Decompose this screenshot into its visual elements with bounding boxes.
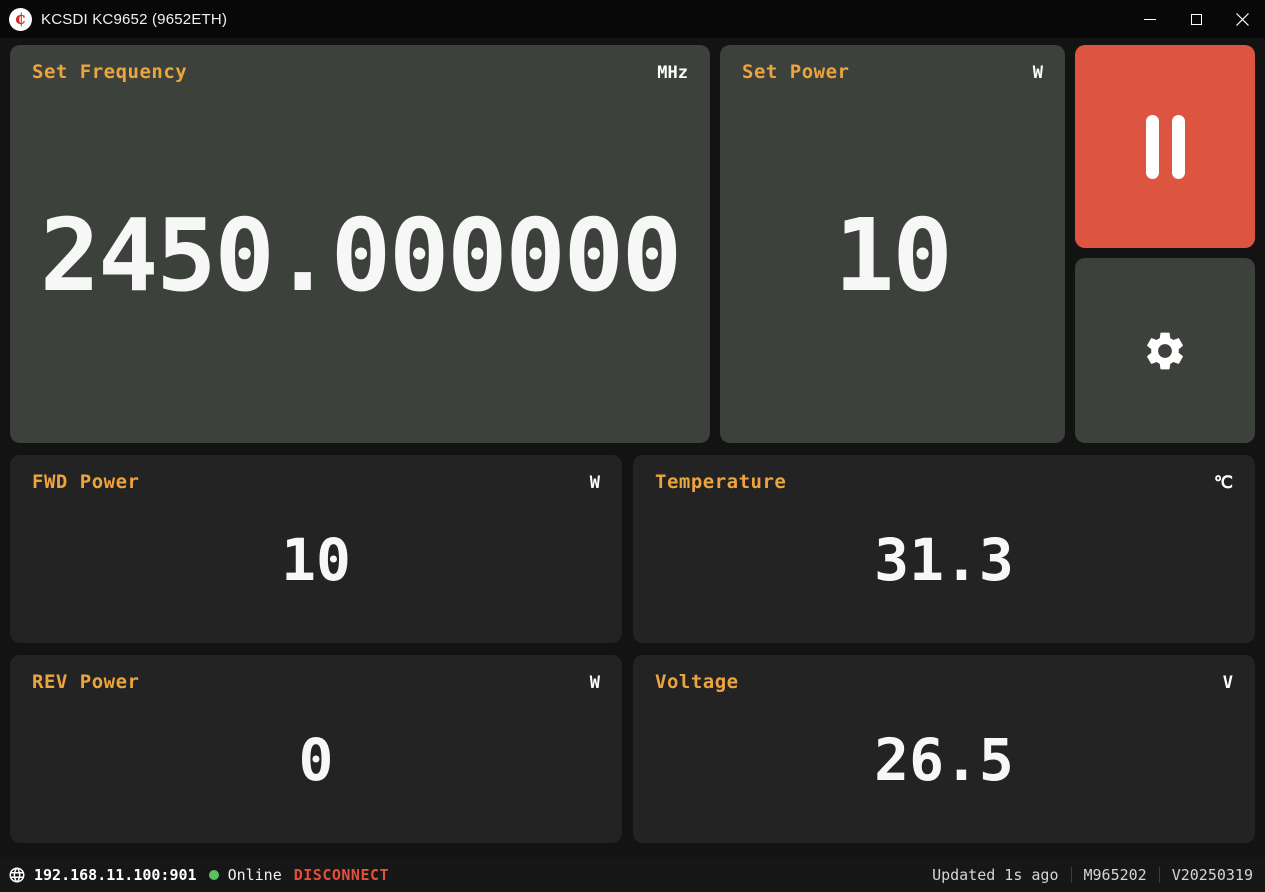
gear-icon (1142, 328, 1188, 374)
set-power-value: 10 (834, 196, 952, 314)
voltage-card: Voltage V 26.5 (633, 655, 1255, 843)
voltage-value: 26.5 (874, 726, 1014, 794)
minimize-button[interactable] (1127, 0, 1173, 38)
temperature-title: Temperature (655, 471, 787, 493)
device-address: 192.168.11.100:901 (34, 865, 197, 884)
fwd-power-title: FWD Power (32, 471, 140, 493)
set-power-unit: W (1032, 63, 1043, 83)
set-frequency-value: 2450.000000 (39, 196, 682, 314)
dashboard: Set Frequency MHz 2450.000000 Set Power … (0, 38, 1265, 857)
settings-button[interactable] (1075, 258, 1255, 443)
pause-icon (1145, 114, 1185, 179)
disconnect-button[interactable]: DISCONNECT (293, 865, 390, 884)
pause-button[interactable] (1075, 45, 1255, 248)
status-bar-right: Updated 1s ago M965202 V20250319 (932, 866, 1253, 884)
temperature-card: Temperature ℃ 31.3 (633, 455, 1255, 643)
online-status-dot (208, 869, 219, 880)
action-button-column (1075, 45, 1255, 443)
maximize-button[interactable] (1173, 0, 1219, 38)
temperature-value: 31.3 (874, 526, 1014, 594)
separator (1070, 866, 1072, 883)
close-button[interactable] (1219, 0, 1265, 38)
set-power-title: Set Power (742, 61, 850, 83)
minimize-icon (1144, 18, 1156, 20)
fwd-power-card: FWD Power W 10 (10, 455, 622, 643)
status-bar: 192.168.11.100:901 Online DISCONNECT Upd… (0, 857, 1265, 892)
window-title: KCSDI KC9652 (9652ETH) (41, 10, 228, 28)
maximize-icon (1190, 13, 1202, 25)
voltage-title: Voltage (655, 671, 739, 693)
model-number: M965202 (1083, 865, 1147, 884)
window-controls (1127, 0, 1265, 38)
rev-power-unit: W (589, 673, 600, 693)
rev-power-title: REV Power (32, 671, 140, 693)
titlebar: ¢ KCSDI KC9652 (9652ETH) (0, 0, 1265, 38)
fwd-power-unit: W (589, 473, 600, 493)
fwd-power-value: 10 (281, 526, 351, 594)
rev-power-value: 0 (298, 726, 334, 794)
rev-power-card: REV Power W 0 (10, 655, 622, 843)
connection-status: Online (227, 865, 282, 884)
globe-icon (8, 866, 26, 884)
firmware-version: V20250319 (1171, 865, 1253, 884)
updated-timestamp: Updated 1s ago (932, 865, 1059, 884)
set-frequency-title: Set Frequency (32, 61, 188, 83)
close-icon (1235, 12, 1249, 26)
separator (1158, 866, 1160, 883)
set-frequency-unit: MHz (657, 63, 688, 83)
app-logo-icon: ¢ (9, 7, 32, 31)
temperature-unit: ℃ (1213, 473, 1233, 493)
set-frequency-card[interactable]: Set Frequency MHz 2450.000000 (10, 45, 710, 443)
voltage-unit: V (1222, 673, 1233, 693)
set-power-card[interactable]: Set Power W 10 (720, 45, 1065, 443)
